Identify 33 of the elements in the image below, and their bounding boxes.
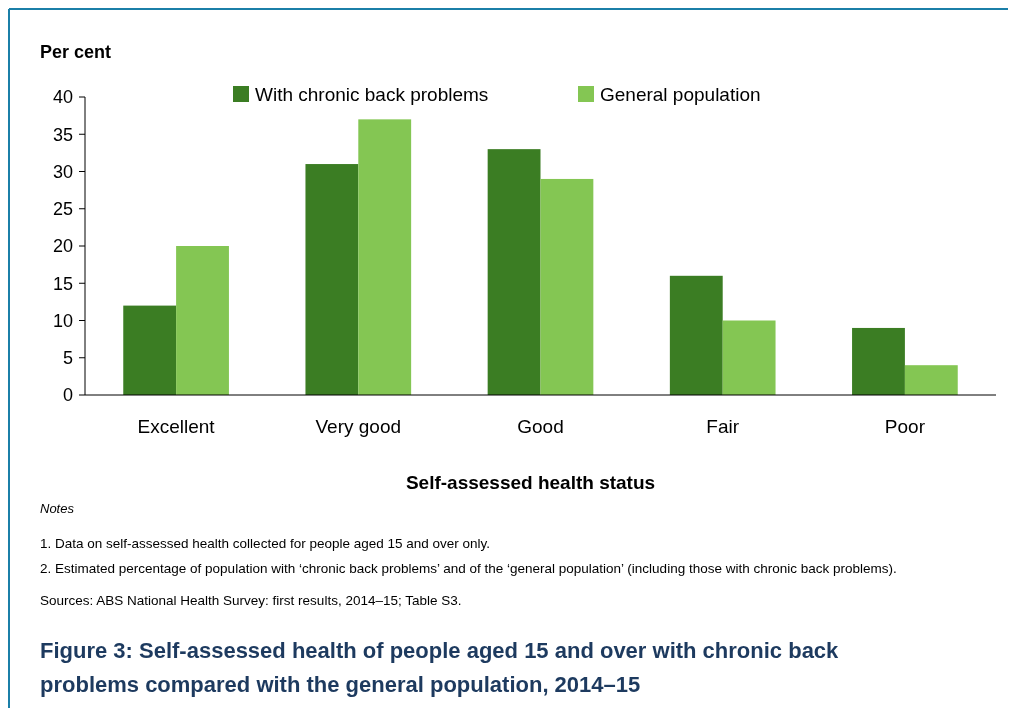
y-tick-label: 30 xyxy=(52,161,73,182)
source-note: Sources: ABS National Health Survey: first results, 2014–15; Table S3. xyxy=(40,593,462,608)
y-tick-label: 35 xyxy=(52,124,73,145)
bar xyxy=(669,275,723,395)
text: Notes xyxy=(40,501,75,516)
legend-label: General population xyxy=(600,83,761,105)
y-tick-label: 15 xyxy=(52,273,73,294)
x-tick-label: Good xyxy=(517,416,564,437)
x-tick-label: Fair xyxy=(706,416,740,437)
x-axis-title: Self-assessed health status xyxy=(405,472,656,493)
y-tick-label: 5 xyxy=(62,348,73,369)
legend-label: With chronic back problems xyxy=(255,83,489,105)
bar xyxy=(305,164,359,395)
y-tick-label: 25 xyxy=(52,199,73,220)
y-tick-label: 20 xyxy=(52,236,73,257)
bar xyxy=(852,327,905,395)
x-tick-label: Excellent xyxy=(137,416,216,437)
bar xyxy=(358,119,412,395)
y-tick-label: 0 xyxy=(62,385,73,406)
bar xyxy=(722,320,776,395)
bar xyxy=(176,246,229,395)
bar xyxy=(123,305,177,395)
x-tick-label: Very good xyxy=(315,416,402,437)
y-tick-label: 10 xyxy=(52,310,73,331)
y-axis-title: Per cent xyxy=(40,42,112,62)
bar xyxy=(904,365,958,395)
y-tick-label: 40 xyxy=(52,87,73,108)
x-tick-label: Poor xyxy=(884,416,926,437)
text: 1. Data on self-assessed health collected for people aged 15 and over only. xyxy=(40,536,491,551)
text: 2. Estimated percentage of population with ‘chronic back problems’ and of the ‘general population’ (including those with chronic back problems). xyxy=(40,561,897,576)
text: Figure 3: Self-assessed health of people aged 15 and over with chronic back problems compared with the general population, 2014–15 xyxy=(40,638,840,697)
bar xyxy=(487,149,541,395)
bar xyxy=(540,178,594,395)
